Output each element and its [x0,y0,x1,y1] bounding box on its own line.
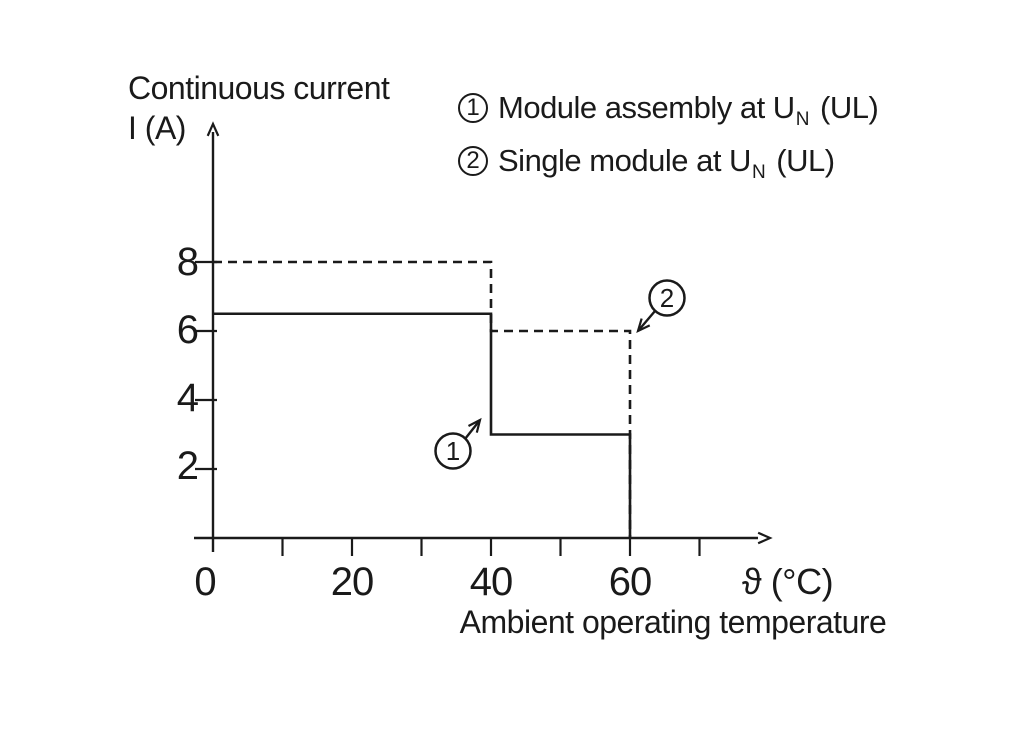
annotation-marker-1: 1 [446,436,460,466]
y-tick-label-8: 8 [176,240,199,284]
annotation-marker-2: 2 [660,283,674,313]
legend-marker-1-icon: 1 [458,93,488,123]
legend-item-module-assembly: 1 Module assembly at UN (UL) [458,90,879,130]
legend-label-module-assembly: Module assembly at UN (UL) [498,90,879,130]
legend-item-single-module: 2 Single module at UN (UL) [458,143,835,183]
y-axis-title: Continuous current I (A) [128,68,390,148]
legend-marker-2-digit: 2 [466,147,480,174]
y-tick-label-2: 2 [176,444,199,488]
x-axis-title: Ambient operating temperature [459,604,887,640]
x-tick-label-60: 60 [608,560,652,604]
x-axis-unit: ϑ (°C) [742,561,834,602]
legend-label-single-module: Single module at UN (UL) [498,143,835,183]
y-tick-label-4: 4 [176,376,199,420]
legend-marker-1-digit: 1 [466,94,480,121]
y-axis-title-line2: I (A) [128,110,186,146]
x-tick-label-20: 20 [330,560,374,604]
x-tick-label-0: 0 [194,560,216,604]
legend-marker-2-icon: 2 [458,146,488,176]
y-tick-label-6: 6 [176,308,199,352]
y-axis-title-line1: Continuous current [128,70,390,106]
x-tick-label-40: 40 [469,560,513,604]
